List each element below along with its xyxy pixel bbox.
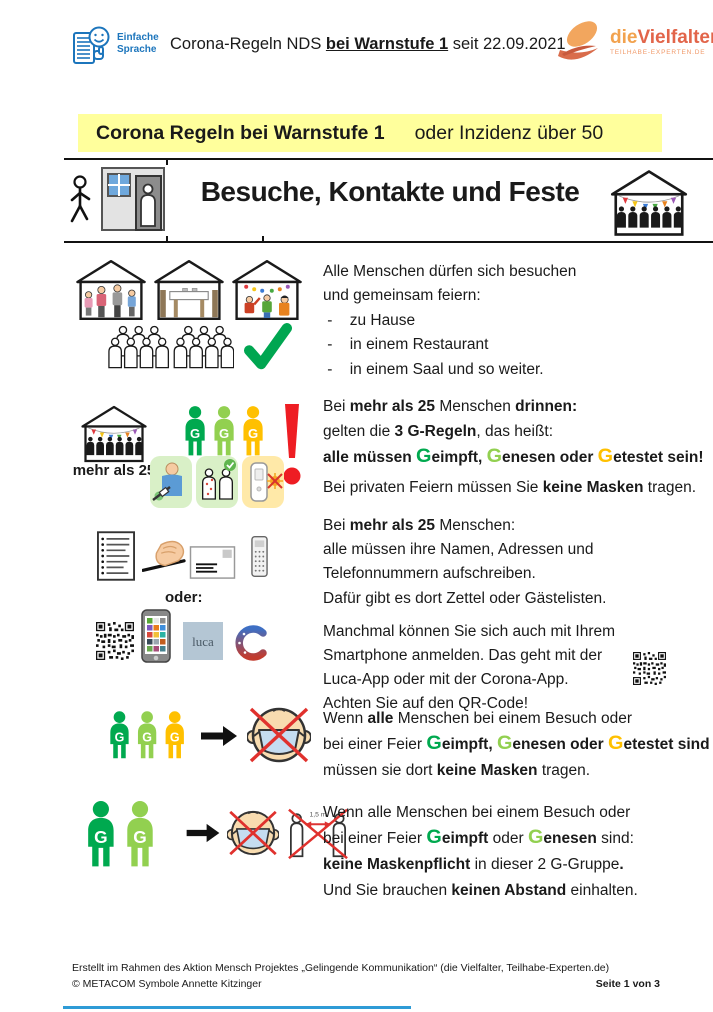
row3-text: Bei mehr als 25 Menschen: alle müssen ihr… [323, 514, 615, 717]
qr-code-small-icon [633, 652, 666, 685]
text-line: keine Maskenpflicht in dieser 2 G-Gruppe… [323, 856, 624, 873]
table-tick [262, 236, 264, 241]
arrow-right-icon [201, 726, 237, 746]
vielfalter-wordmark: dieVielfalter TEILHABE-EXPERTEN.DE [610, 28, 713, 57]
table-tick [166, 236, 168, 241]
recovered-icon [196, 456, 238, 508]
exclamation-icon [283, 404, 301, 485]
row2-paragraph1: Bei mehr als 25 Menschen drinnen: gelten … [323, 394, 704, 470]
text-line: Manchmal können Sie sich auch mit Ihrem [323, 622, 616, 640]
easy-language-icon [73, 26, 110, 64]
easy-language-label: Einfache Sprache [117, 32, 159, 55]
text-line: Telefonnummern aufschreiben. [323, 565, 536, 583]
arrow-right-icon [186, 823, 220, 843]
no-mask-icon [227, 810, 279, 856]
table-tick [166, 160, 168, 165]
text-line: Und Sie brauchen keinen Abstand einhalte… [323, 882, 638, 899]
row3-paragraph2: Manchmal können Sie sich auch mit Ihrem S… [323, 620, 615, 717]
party-people-house-icon [232, 260, 302, 320]
text-line: Wenn alle Menschen bei einem Besuch oder [323, 804, 631, 821]
writing-hand-icon [142, 540, 186, 572]
luca-app-icon: luca [183, 622, 223, 660]
text-line: bei einer Feier Geimpft oder Genesen sin… [323, 826, 634, 848]
or-label: oder: [165, 589, 203, 606]
row1-text: Alle Menschen dürfen sich besuchen und ge… [323, 260, 576, 382]
list-document-icon [97, 531, 135, 581]
two-g-figures-icon [88, 801, 153, 867]
divider-section [64, 241, 713, 243]
text-line: Alle Menschen dürfen sich besuchen [323, 263, 577, 280]
qr-code-icon [96, 622, 134, 660]
text-line: Bei privaten Feiern müssen Sie keine Mas… [323, 479, 697, 497]
visit-door-icon [70, 167, 165, 231]
footer-credit-line: Erstellt im Rahmen des Aktion Mensch Pro… [72, 962, 610, 974]
envelope-icon [189, 546, 236, 579]
more-than-25-label: mehr als 25 [72, 462, 156, 479]
footer-blue-line [63, 1006, 411, 1009]
no-distance-icon: 1,5 m [288, 808, 348, 860]
svg-text:1,5 m: 1,5 m [310, 812, 327, 819]
more-than-25-house-icon [76, 404, 152, 464]
party-house-icon [602, 168, 696, 238]
text-line: alle müssen Geimpft, Genesen oder Getest… [323, 444, 704, 467]
row3-paragraph1: Bei mehr als 25 Menschen: alle müssen ihr… [323, 514, 615, 611]
svg-text:luca: luca [192, 634, 214, 649]
crowd-icon [108, 325, 234, 369]
text-line: - zu Hause [323, 311, 416, 329]
text-line: Bei mehr als 25 Menschen drinnen: [323, 398, 578, 415]
text-line: Achten Sie auf den QR-Code! [323, 695, 529, 713]
row4-text: Wenn alle Menschen bei einem Besuch oder… [323, 706, 710, 784]
text-line: Dafür gibt es dort Zettel oder Gästelist… [323, 589, 607, 607]
row2-text: Bei mehr als 25 Menschen drinnen: gelten … [323, 394, 704, 501]
text-line: und gemeinsam feiern: [323, 287, 481, 305]
text-line: Wenn alle Menschen bei einem Besuch oder [323, 710, 633, 727]
telephone-icon [251, 535, 268, 578]
three-g-figures-icon [185, 406, 263, 456]
smartphone-icon [141, 609, 171, 663]
restaurant-house-icon [154, 260, 224, 320]
document-header-title: Corona-Regeln NDS bei Warnstufe 1 seit 2… [170, 35, 566, 53]
text-line: alle müssen ihre Namen, Adressen und [323, 541, 594, 559]
text-line: Smartphone anmelden. Das geht mit der [323, 647, 603, 665]
three-g-figures-icon [110, 711, 184, 759]
corona-warn-app-icon [235, 625, 267, 661]
text-line: Bei mehr als 25 Menschen: [323, 517, 516, 534]
text-line: gelten die 3 G-Regeln, das heißt: [323, 423, 554, 441]
section-title: Besuche, Kontakte und Feste [200, 176, 580, 207]
checkmark-icon [244, 322, 292, 370]
divider-top [64, 158, 713, 160]
text-line: Luca-App oder mit der Corona-App. [323, 671, 569, 689]
text-line: müssen sie dort keine Masken tragen. [323, 762, 591, 779]
vielfalter-subtitle: TEILHABE-EXPERTEN.DE [610, 49, 706, 56]
page-number: Seite 1 von 3 [595, 978, 660, 990]
row2-paragraph2: Bei privaten Feiern müssen Sie keine Mas… [323, 475, 704, 500]
warning-level-banner: Corona Regeln bei Warnstufe 1 oder Inzide… [78, 114, 662, 152]
three-g-proof-icons [150, 456, 284, 508]
butterfly-icon [558, 21, 598, 60]
footer-copyright-line: © METACOM Symbole Annette Kitzinger [72, 978, 262, 990]
text-line: - in einem Restaurant [323, 336, 489, 354]
einfache-sprache-logo: Einfache Sprache [72, 24, 159, 66]
vaccinated-icon [150, 456, 192, 508]
no-mask-icon [247, 707, 311, 763]
tested-icon [242, 456, 284, 508]
family-house-icon [76, 260, 146, 320]
text-line: bei einer Feier Geimpft, Genesen oder Ge… [323, 732, 710, 754]
vielfalter-logo: dieVielfalter TEILHABE-EXPERTEN.DE [552, 14, 713, 70]
row5-text: Wenn alle Menschen bei einem Besuch oder… [323, 800, 638, 904]
text-line: - in einem Saal und so weiter. [323, 360, 544, 378]
